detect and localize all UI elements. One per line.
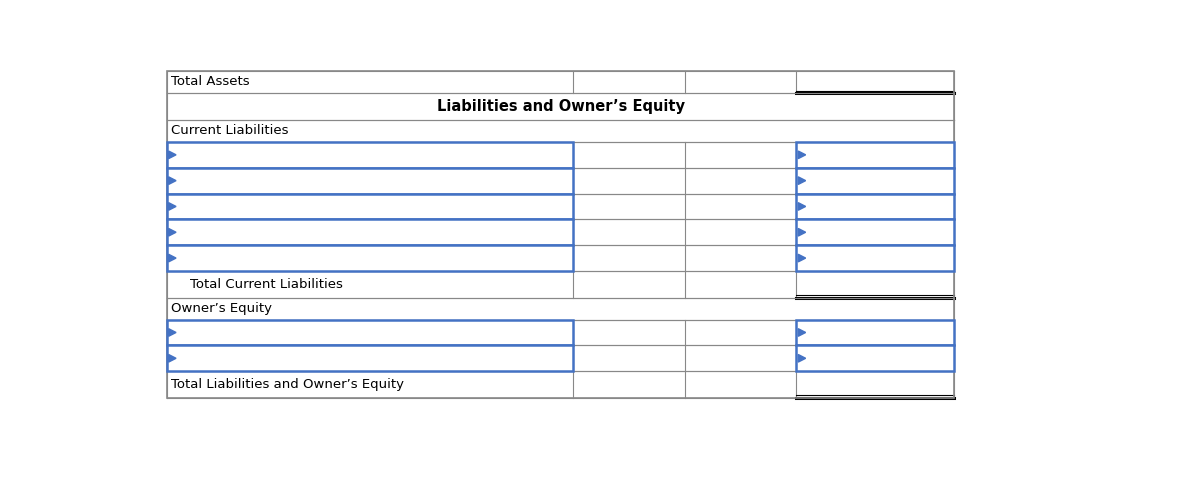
Polygon shape	[168, 177, 176, 184]
Bar	[797, 346, 954, 371]
Bar	[167, 168, 574, 194]
Text: Total Current Liabilities: Total Current Liabilities	[190, 278, 343, 291]
Text: Liabilities and Owner’s Equity: Liabilities and Owner’s Equity	[437, 99, 684, 114]
Bar	[167, 245, 574, 271]
Polygon shape	[168, 203, 176, 210]
Polygon shape	[798, 203, 805, 210]
Text: Total Liabilities and Owner’s Equity: Total Liabilities and Owner’s Equity	[172, 378, 404, 391]
Bar	[167, 142, 574, 168]
Polygon shape	[798, 354, 805, 362]
Polygon shape	[798, 177, 805, 184]
Polygon shape	[798, 329, 805, 336]
Polygon shape	[168, 254, 176, 262]
Bar	[797, 245, 954, 271]
Bar	[797, 219, 954, 245]
Polygon shape	[168, 329, 176, 336]
Text: Total Assets: Total Assets	[172, 75, 250, 88]
Bar	[167, 319, 574, 346]
Text: Current Liabilities: Current Liabilities	[172, 124, 289, 138]
Polygon shape	[168, 354, 176, 362]
Bar	[167, 346, 574, 371]
Polygon shape	[168, 228, 176, 236]
Polygon shape	[798, 151, 805, 159]
Polygon shape	[798, 228, 805, 236]
Polygon shape	[798, 254, 805, 262]
Bar	[797, 319, 954, 346]
Bar	[167, 194, 574, 219]
Bar	[797, 168, 954, 194]
Bar	[167, 70, 954, 398]
Text: Owner’s Equity: Owner’s Equity	[172, 302, 272, 315]
Bar	[797, 194, 954, 219]
Polygon shape	[168, 151, 176, 159]
Bar	[797, 142, 954, 168]
Bar	[167, 219, 574, 245]
